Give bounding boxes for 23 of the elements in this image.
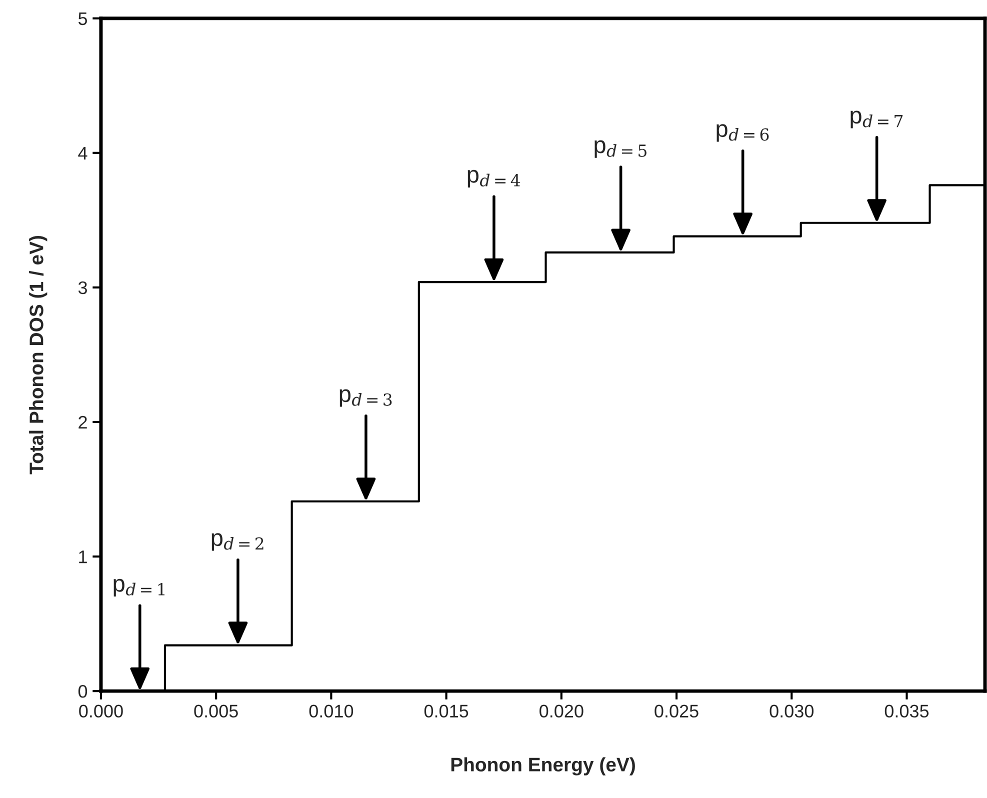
x-tick-label: 0.005 (194, 704, 238, 718)
y-tick-label: 5 (78, 12, 88, 26)
x-tick-label: 0.000 (79, 704, 123, 718)
x-tick-label: 0.010 (309, 704, 354, 718)
annotation: p$_{d=4}$ (468, 170, 520, 188)
annotation: p$_{d=5}$ (594, 140, 646, 158)
annotation: p$_{d=2}$ (212, 533, 264, 551)
x-tick-label: 0.025 (654, 704, 698, 718)
annotation: p$_{d=7}$ (850, 110, 903, 128)
y-tick-label: 3 (78, 281, 87, 294)
annotation: p$_{d=3}$ (340, 389, 392, 407)
y-tick-label: 0 (78, 685, 88, 698)
y-tick-label: 1 (79, 550, 87, 564)
annotation: p$_{d=1}$ (114, 578, 164, 597)
y-axis-title: Total Phonon DOS (1 / eV) (29, 236, 48, 474)
x-tick-label: 0.015 (424, 704, 468, 718)
x-axis-title: Phonon Energy (eV) (451, 757, 635, 776)
annotation: p$_{d=6}$ (716, 124, 769, 142)
x-tick-label: 0.035 (884, 704, 929, 718)
y-tick-label: 2 (78, 416, 87, 429)
x-tick-label: 0.020 (540, 704, 584, 718)
y-tick-label: 4 (78, 147, 88, 160)
x-tick-label: 0.030 (770, 704, 814, 718)
